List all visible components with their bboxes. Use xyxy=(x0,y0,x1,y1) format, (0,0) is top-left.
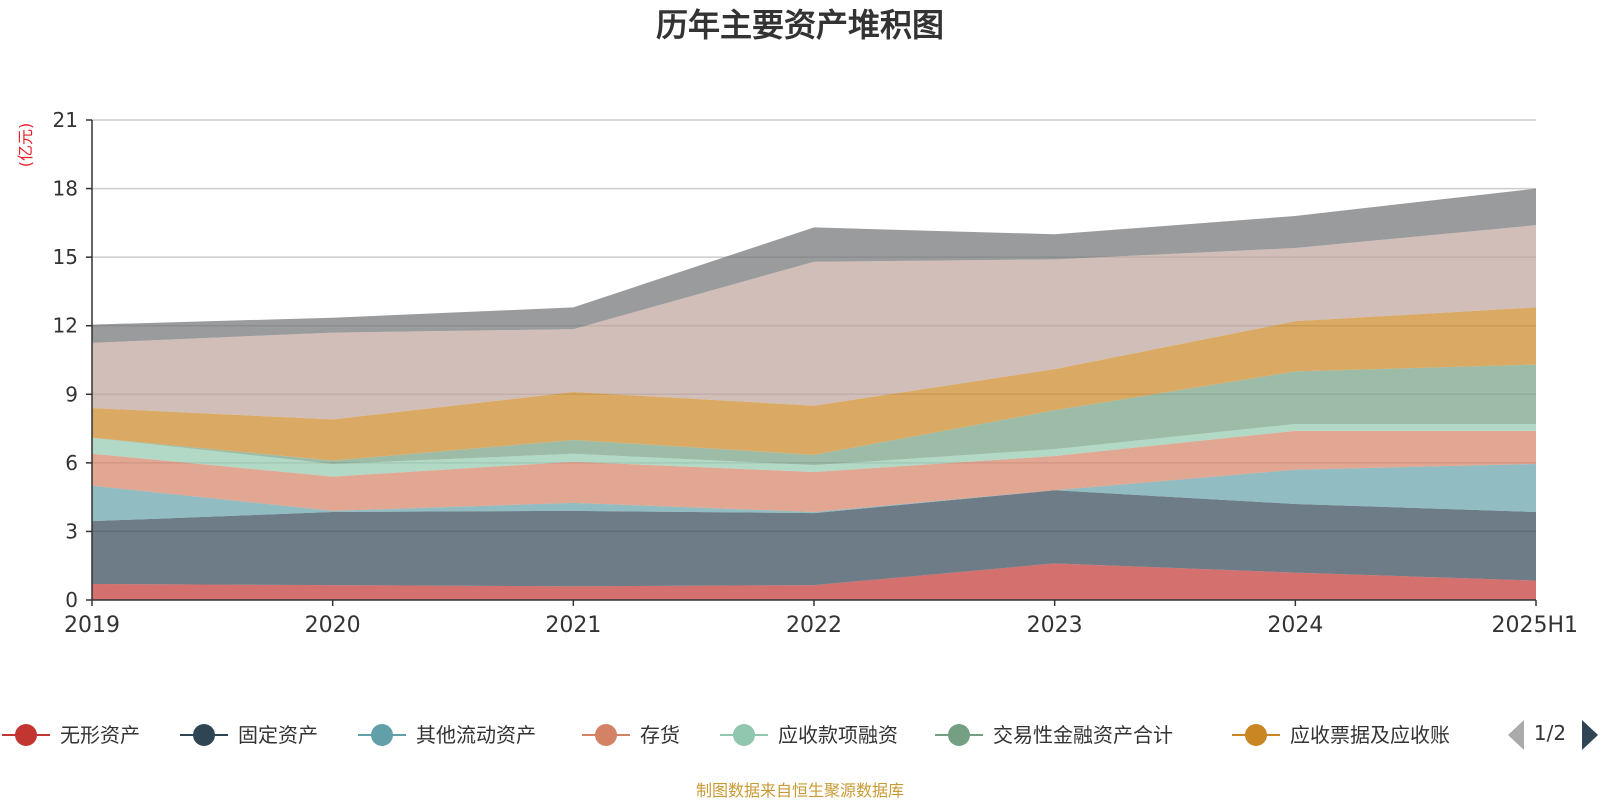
legend-marker xyxy=(595,724,617,746)
legend-label: 其他流动资产 xyxy=(416,723,536,747)
x-tick-label: 2024 xyxy=(1267,613,1323,638)
area-应收票据及应收账款[interactable] xyxy=(92,307,1536,461)
legend-label: 应收票据及应收账 xyxy=(1290,723,1450,747)
legend-label: 交易性金融资产合计 xyxy=(993,723,1173,747)
legend-item[interactable]: 应收票据及应收账 xyxy=(1232,723,1450,747)
y-tick-label: 21 xyxy=(53,108,78,132)
x-tick-label: 2021 xyxy=(545,613,601,638)
legend-pager: 1/2 xyxy=(1508,720,1598,750)
legend-label: 应收款项融资 xyxy=(778,723,898,747)
x-tick-label: 2020 xyxy=(305,613,361,638)
y-tick-labels: 0 3 6 9 12 15 18 21 xyxy=(53,108,78,612)
legend-marker xyxy=(15,724,37,746)
legend-page-indicator: 1/2 xyxy=(1534,721,1566,745)
y-tick-label: 9 xyxy=(65,382,78,406)
legend-marker xyxy=(1245,724,1267,746)
x-tick-labels: 2019 2020 2021 2022 2023 2024 2025H1 xyxy=(64,613,1578,638)
y-tick-label: 3 xyxy=(65,519,78,543)
legend-label: 存货 xyxy=(640,723,680,747)
legend-marker xyxy=(948,724,970,746)
x-tick-label: 2019 xyxy=(64,613,120,638)
legend-label: 固定资产 xyxy=(238,723,318,747)
area-固定资产[interactable] xyxy=(92,490,1536,587)
y-tick-label: 0 xyxy=(65,588,78,612)
x-tick-label: 2025H1 xyxy=(1491,613,1578,638)
legend-marker xyxy=(733,724,755,746)
legend-marker xyxy=(193,724,215,746)
chart-title: 历年主要资产堆积图 xyxy=(656,6,944,44)
legend: 无形资产 固定资产 其他流动资产 存货 应收款项融资 交易性金融资产合计 应收票据及应收账 xyxy=(2,723,1450,747)
area-其他[interactable] xyxy=(92,188,1536,343)
x-tick-label: 2023 xyxy=(1027,613,1083,638)
legend-item[interactable]: 应收款项融资 xyxy=(720,723,898,747)
legend-item[interactable]: 固定资产 xyxy=(180,723,318,747)
legend-label: 无形资产 xyxy=(60,723,140,747)
area-交易性金融资产合计[interactable] xyxy=(92,364,1536,466)
legend-item[interactable]: 无形资产 xyxy=(2,723,140,747)
legend-item[interactable]: 交易性金融资产合计 xyxy=(935,723,1173,747)
area-货币资金[interactable] xyxy=(92,225,1536,420)
legend-item[interactable]: 存货 xyxy=(582,723,680,747)
x-tick-label: 2022 xyxy=(786,613,842,638)
y-tick-label: 12 xyxy=(53,314,78,338)
legend-marker xyxy=(371,724,393,746)
y-tick-label: 6 xyxy=(65,451,78,475)
area-应收款项融资[interactable] xyxy=(92,424,1536,477)
legend-prev-icon[interactable] xyxy=(1508,720,1524,750)
area-无形资产[interactable] xyxy=(92,563,1536,600)
legend-item[interactable]: 其他流动资产 xyxy=(358,723,536,747)
y-tick-label: 15 xyxy=(53,245,78,269)
axes xyxy=(86,119,1537,606)
source-note: 制图数据来自恒生聚源数据库 xyxy=(696,781,904,800)
y-tick-label: 18 xyxy=(53,177,78,201)
y-axis-unit-label: (亿元) xyxy=(16,123,35,168)
area-其他流动资产[interactable] xyxy=(92,464,1536,522)
legend-next-icon[interactable] xyxy=(1582,720,1598,750)
area-series xyxy=(92,188,1536,600)
area-存货[interactable] xyxy=(92,430,1536,512)
